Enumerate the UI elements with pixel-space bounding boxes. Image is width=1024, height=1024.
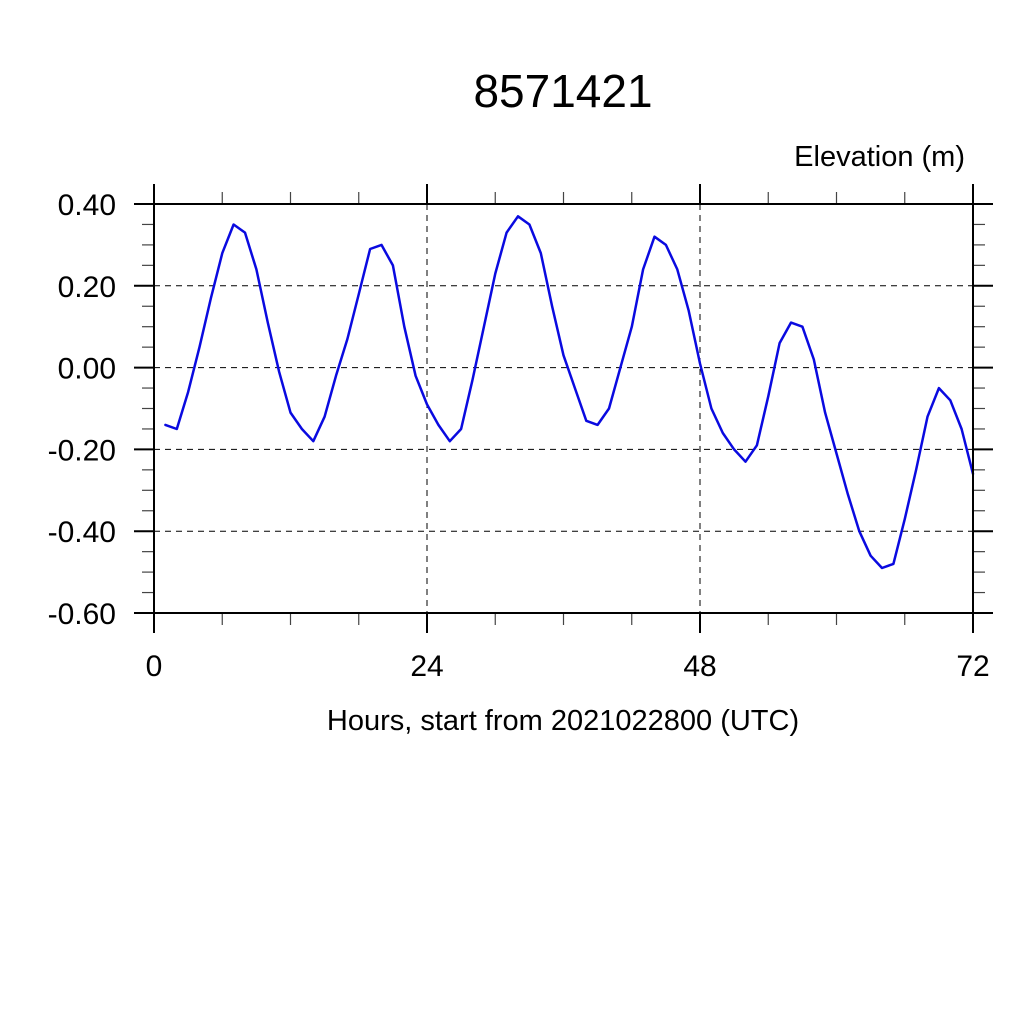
y-tick-label: -0.40 xyxy=(48,516,116,549)
gridlines xyxy=(154,204,973,613)
tick-labels: 0 24 48 72 -0.60 -0.40 -0.20 0.00 0.20 0.40 xyxy=(48,189,990,683)
y-tick-label: 0.20 xyxy=(58,271,116,304)
y-tick-label: 0.00 xyxy=(58,353,116,386)
y-tick-label: -0.20 xyxy=(48,434,116,467)
x-tick-label: 72 xyxy=(956,650,989,683)
plot-frame xyxy=(153,203,974,614)
y-axis-label: Elevation (m) xyxy=(794,141,965,173)
x-tick-label: 24 xyxy=(410,650,443,683)
y-tick-label: -0.60 xyxy=(48,598,116,631)
x-axis-label: Hours, start from 2021022800 (UTC) xyxy=(327,705,799,737)
chart-title: 8571421 xyxy=(473,65,652,117)
elevation-line xyxy=(164,215,975,570)
axis-ticks xyxy=(134,184,993,633)
x-tick-label: 0 xyxy=(146,650,163,683)
y-tick-label: 0.40 xyxy=(58,189,116,222)
x-tick-label: 48 xyxy=(683,650,716,683)
